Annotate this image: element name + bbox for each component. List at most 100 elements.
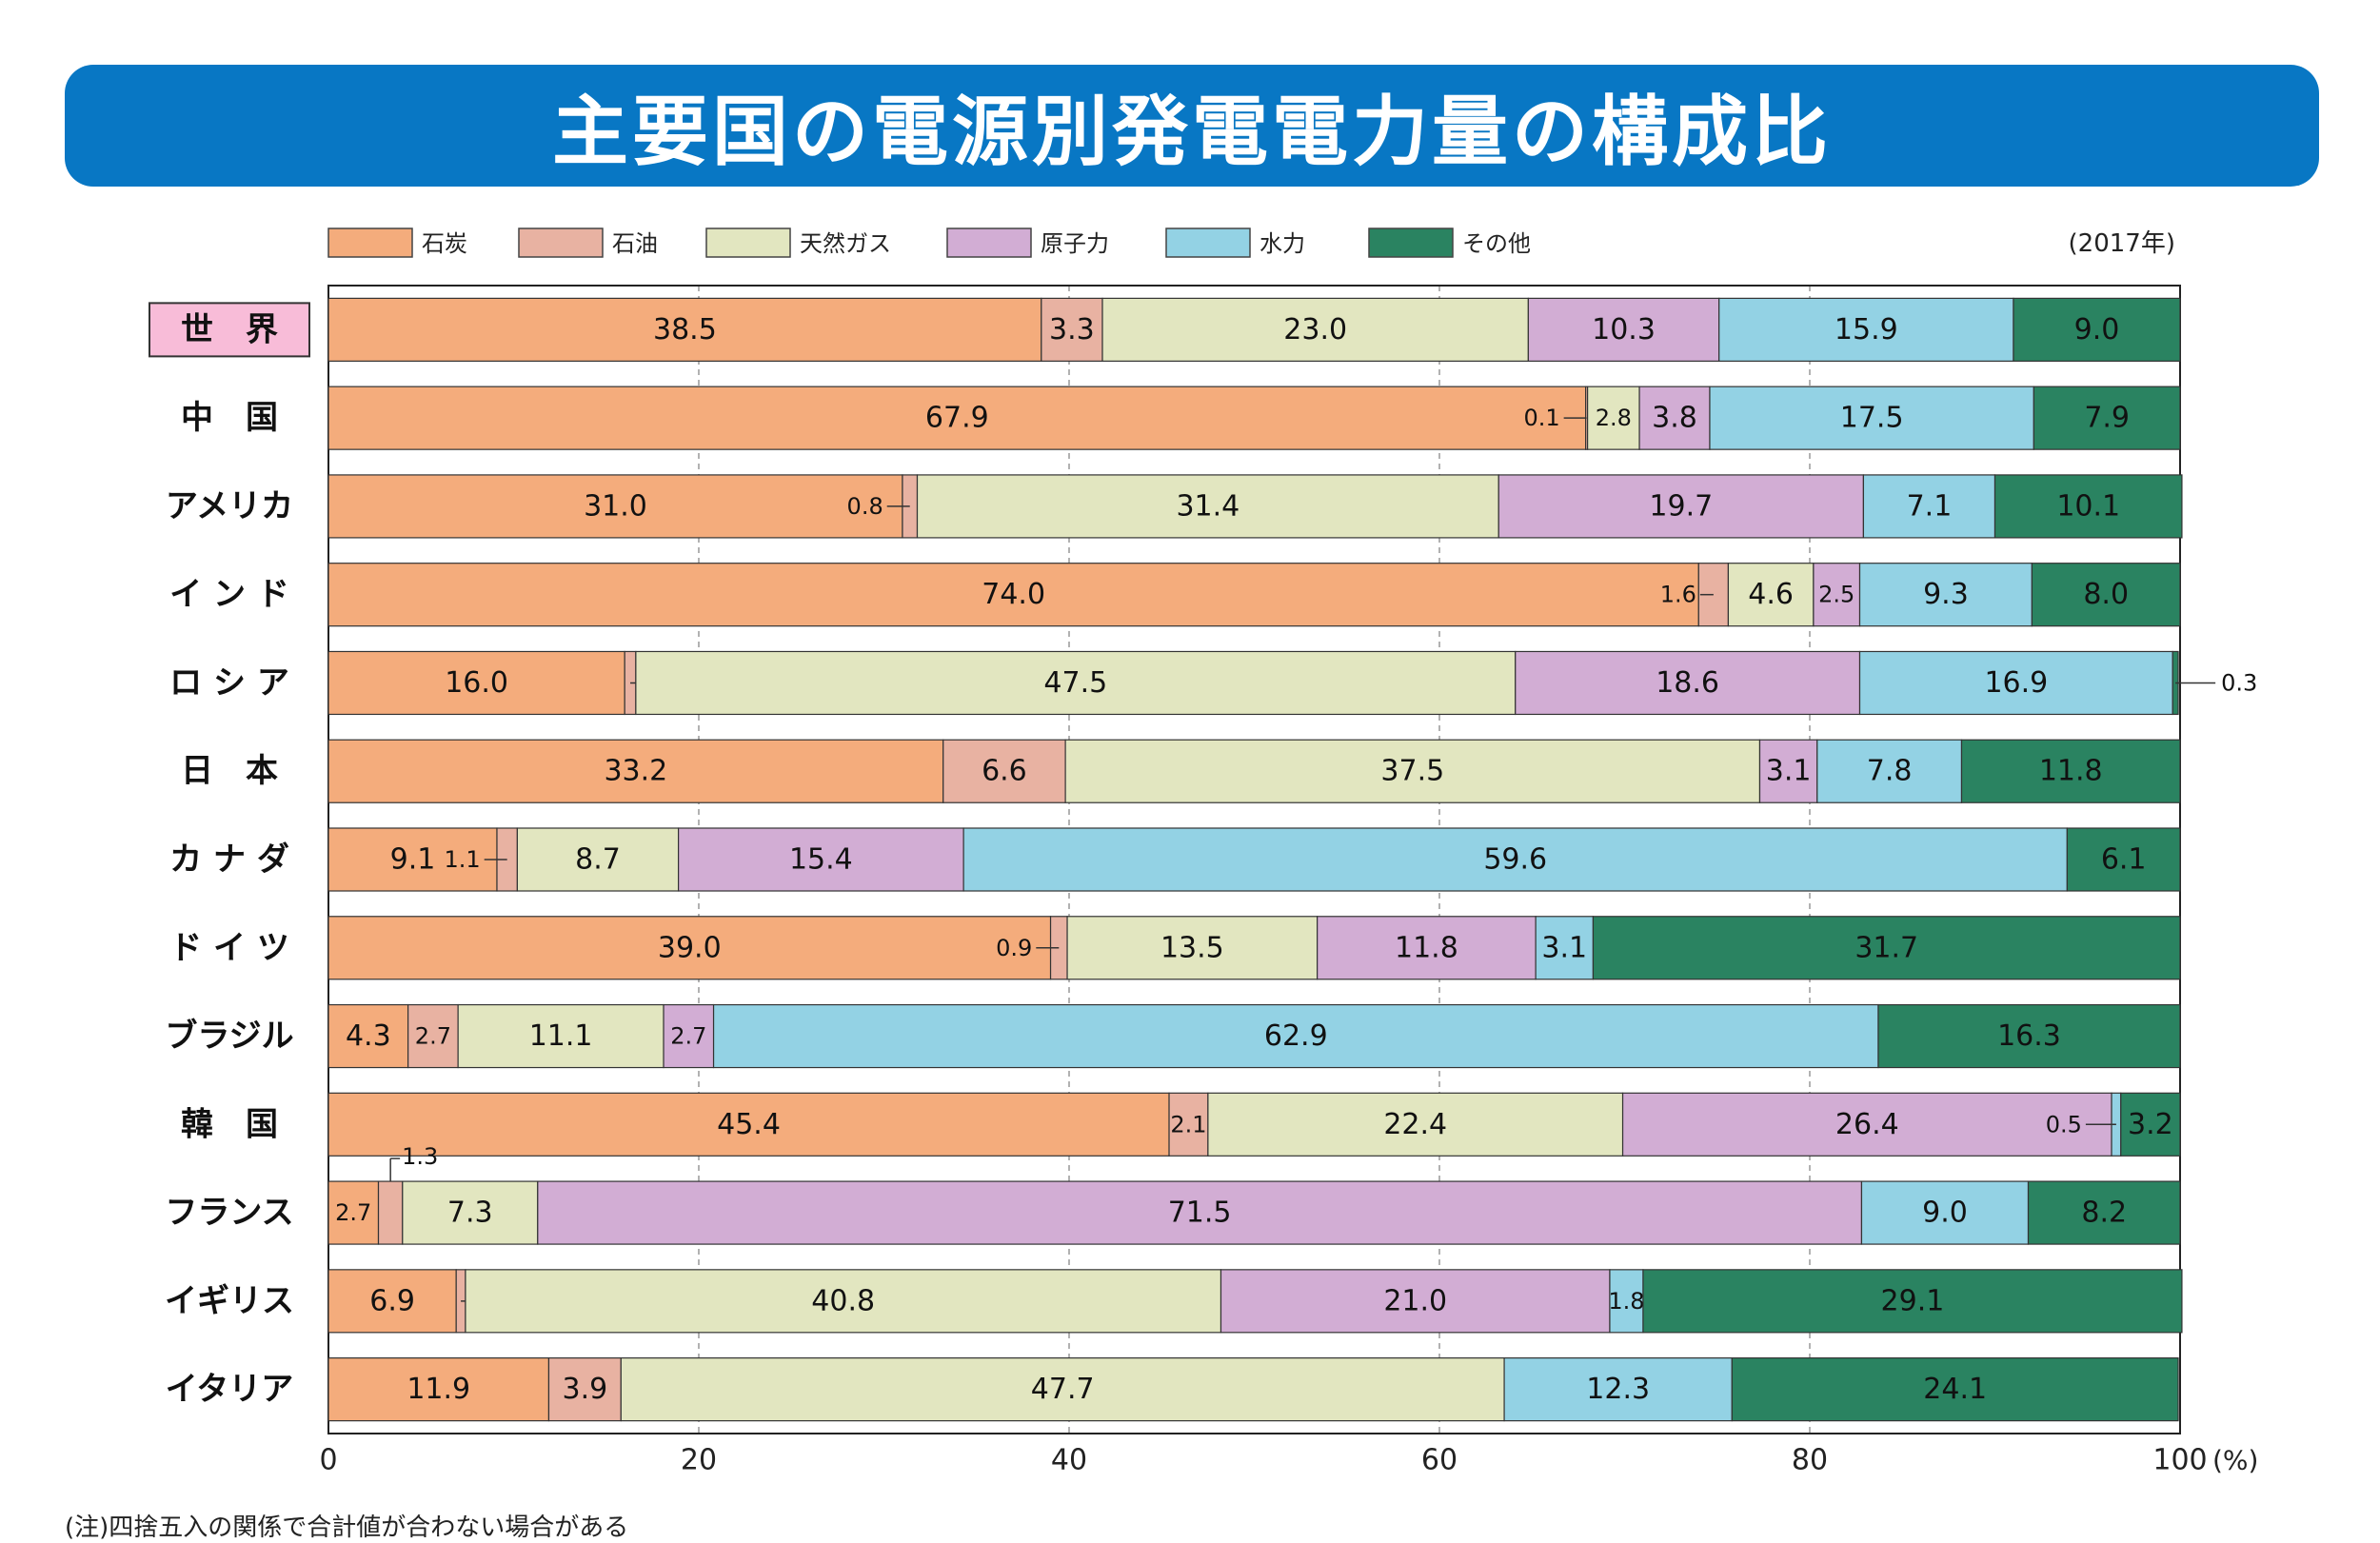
- bar-label-11-0: 6.9: [369, 1284, 415, 1317]
- bar-11-0: [327, 1269, 457, 1334]
- legend-swatch-0: [327, 227, 413, 258]
- category-label-1: 中 国: [181, 399, 278, 437]
- bar-9-3: [1621, 1092, 2112, 1157]
- bar-label-11-2: 40.8: [811, 1284, 875, 1317]
- category-label-4: ロ シ ア: [169, 663, 289, 702]
- category-label-10: フランス: [165, 1194, 293, 1232]
- category-label-6: カ ナ ダ: [169, 841, 289, 879]
- category-label-12: イタリア: [166, 1371, 294, 1409]
- page-title: 主要国の電源別発電電力量の構成比: [552, 88, 1832, 176]
- legend-label-2: 天然ガス: [800, 230, 891, 257]
- bar-8-3: [663, 1003, 715, 1069]
- bar-8-1: [407, 1003, 459, 1069]
- bar-1-3: [1638, 386, 1711, 450]
- bar-6-4: [962, 827, 2068, 892]
- bar-3-2: [1727, 563, 1815, 627]
- bar-label-0-4: 15.9: [1835, 313, 1898, 346]
- bar-label-10-4: 9.0: [1922, 1197, 1968, 1230]
- bar-0-2: [1101, 297, 1529, 362]
- bar-label-11-4: 1.8: [1608, 1288, 1644, 1315]
- bar-11-2: [465, 1269, 1222, 1334]
- bar-label-7-5: 31.7: [1854, 931, 1918, 964]
- bar-0-5: [2013, 297, 2181, 362]
- bar-12-0: [327, 1357, 550, 1422]
- bar-label-5-1: 6.6: [982, 755, 1027, 788]
- bar-9-2: [1207, 1092, 1624, 1157]
- bar-label-4-5: 0.3: [2221, 669, 2257, 696]
- bar-label-5-4: 7.8: [1867, 755, 1913, 788]
- bar-5-0: [327, 739, 944, 803]
- bar-4-4: [1858, 650, 2173, 716]
- bar-7-4: [1535, 916, 1595, 980]
- bar-label-10-3: 71.5: [1168, 1197, 1232, 1230]
- bar-label-8-3: 2.7: [670, 1023, 706, 1050]
- bar-label-1-0: 67.9: [925, 402, 989, 435]
- legend-swatch-2: [705, 227, 791, 258]
- bar-label-10-5: 8.2: [2081, 1197, 2127, 1230]
- bar-6-3: [678, 827, 964, 892]
- bar-8-4: [712, 1003, 1879, 1069]
- bar-label-9-1: 2.1: [1170, 1111, 1206, 1137]
- bar-label-7-4: 3.1: [1541, 931, 1587, 964]
- bar-7-2: [1066, 916, 1319, 980]
- bar-label-6-0: 9.1: [390, 843, 436, 877]
- bar-label-0-5: 9.0: [2074, 313, 2120, 346]
- bar-label-2-1: 0.8: [847, 493, 883, 520]
- bar-5-2: [1064, 739, 1761, 803]
- bar-0-0: [327, 297, 1042, 362]
- bar-label-8-4: 62.9: [1264, 1019, 1328, 1053]
- bar-label-7-2: 13.5: [1160, 931, 1224, 964]
- bar-label-10-2: 7.3: [447, 1197, 493, 1230]
- category-label-5: 日 本: [181, 752, 278, 790]
- bar-4-0: [327, 650, 625, 716]
- bar-label-9-2: 22.4: [1383, 1108, 1447, 1141]
- category-label-3: イ ン ド: [169, 576, 289, 614]
- legend-label-1: 石油: [612, 230, 658, 257]
- legend-label-5: その他: [1462, 230, 1531, 257]
- bar-label-5-2: 37.5: [1380, 755, 1444, 788]
- bar-label-2-3: 19.7: [1649, 489, 1713, 523]
- bar-3-5: [2031, 563, 2181, 627]
- bar-4-2: [635, 650, 1517, 716]
- category-label-0: 世 界: [181, 310, 278, 348]
- bar-5-5: [1960, 739, 2181, 803]
- x-tick-label-5: 100: [2152, 1444, 2207, 1477]
- bar-label-2-2: 31.4: [1176, 489, 1240, 523]
- bar-2-4: [1862, 474, 1996, 539]
- bar-8-0: [327, 1003, 409, 1069]
- x-tick-label-3: 60: [1421, 1444, 1458, 1477]
- bar-7-3: [1317, 916, 1537, 980]
- bar-label-3-3: 2.5: [1818, 582, 1854, 608]
- bar-label-1-4: 17.5: [1840, 402, 1904, 435]
- bar-2-5: [1993, 474, 2183, 539]
- bar-12-2: [620, 1357, 1505, 1422]
- category-label-7: ド イ ツ: [169, 929, 289, 967]
- bar-9-5: [2120, 1092, 2181, 1157]
- bar-label-2-4: 7.1: [1907, 489, 1953, 523]
- bar-label-9-4: 0.5: [2046, 1111, 2082, 1137]
- bar-10-0: [327, 1180, 380, 1245]
- legend-label-3: 原子力: [1041, 230, 1109, 257]
- bar-label-6-4: 59.6: [1483, 843, 1547, 877]
- footnote: (注)四捨五入の関係で合計値が合わない場合がある: [65, 1513, 629, 1542]
- bar-label-10-1: 1.3: [402, 1143, 438, 1170]
- bar-label-0-3: 10.3: [1592, 313, 1656, 346]
- bar-0-3: [1527, 297, 1720, 362]
- category-label-11: イギリス: [165, 1282, 294, 1320]
- bar-5-3: [1758, 739, 1818, 803]
- bar-label-0-0: 38.5: [653, 313, 717, 346]
- category-highlight-box: [149, 302, 310, 358]
- bar-10-5: [2027, 1180, 2181, 1245]
- bar-7-5: [1592, 916, 2181, 980]
- bar-5-4: [1816, 739, 1963, 803]
- bar-7-0: [327, 916, 1052, 980]
- category-label-8: ブラジル: [165, 1018, 293, 1056]
- bar-label-6-3: 15.4: [789, 843, 853, 877]
- bar-label-11-5: 29.1: [1881, 1284, 1945, 1317]
- bar-label-3-4: 9.3: [1923, 578, 1969, 611]
- bar-label-2-0: 31.0: [584, 489, 647, 523]
- bar-label-3-1: 1.6: [1660, 582, 1696, 608]
- bar-label-7-1: 0.9: [996, 935, 1032, 961]
- bar-label-7-3: 11.8: [1395, 931, 1458, 964]
